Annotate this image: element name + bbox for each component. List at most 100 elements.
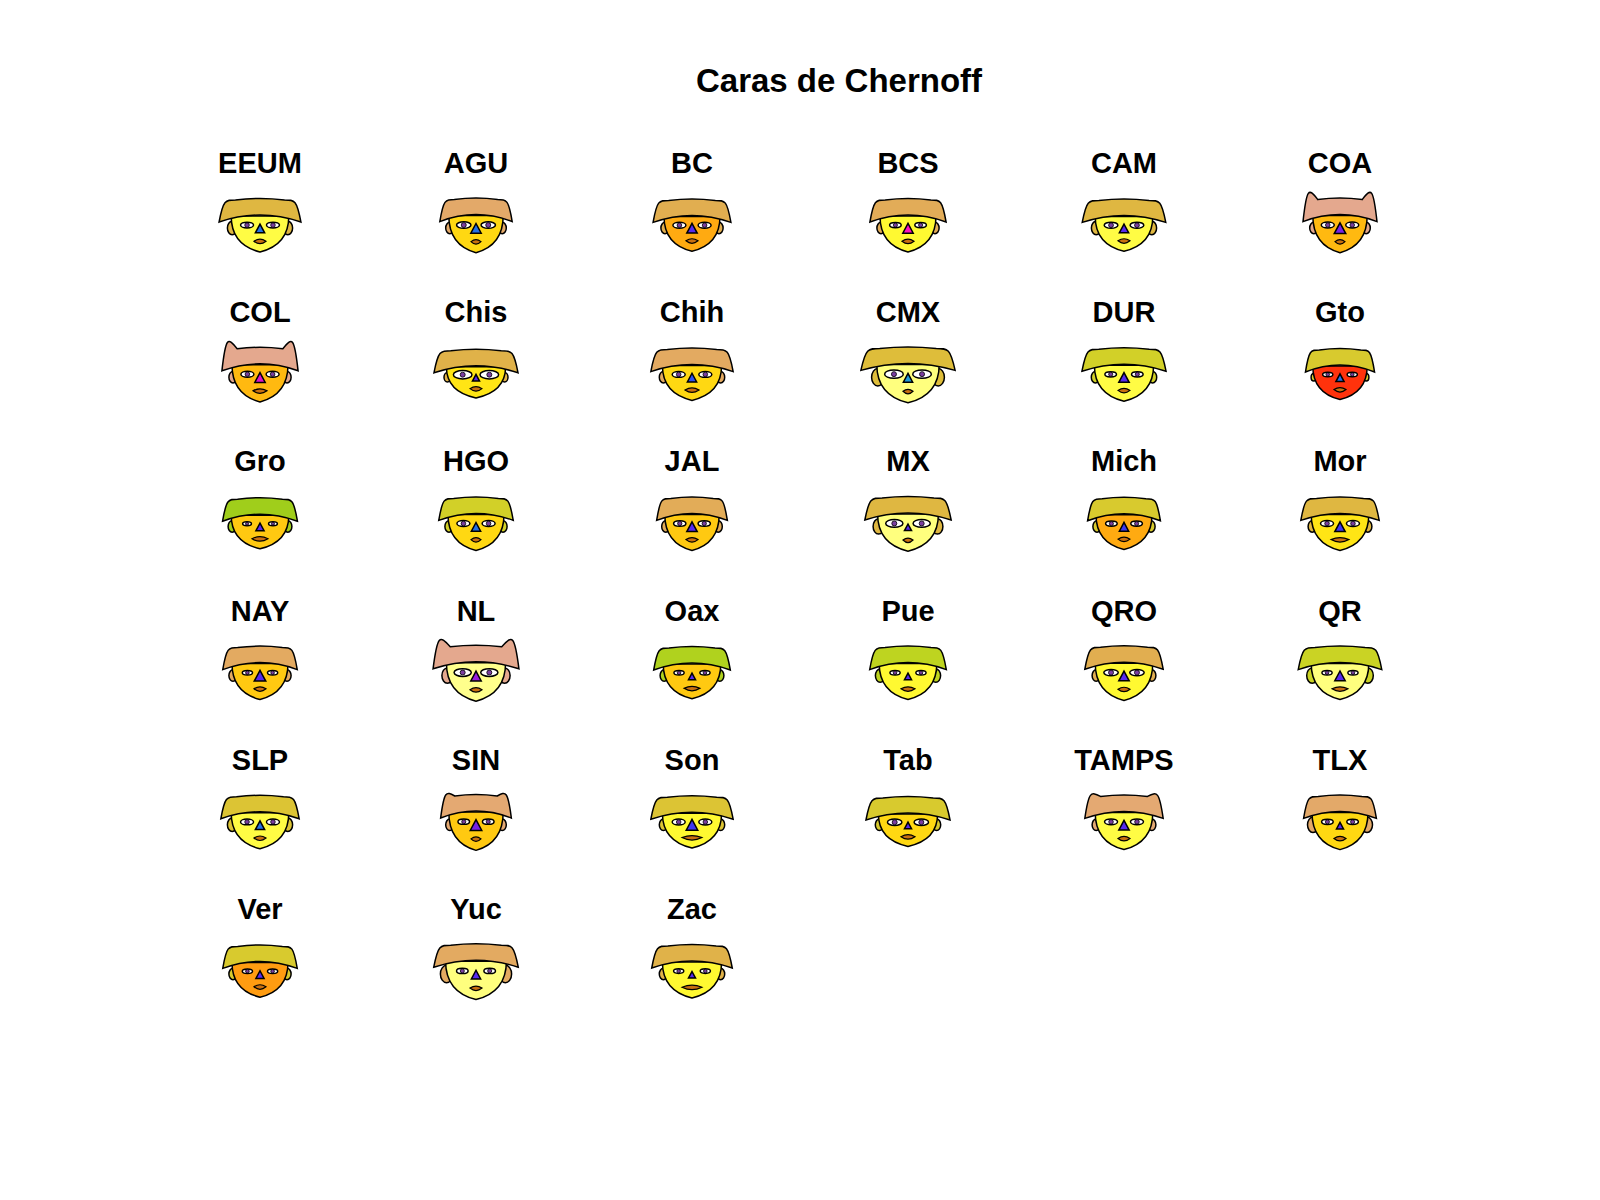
face: [1298, 646, 1382, 700]
hat: [221, 795, 299, 819]
hat: [870, 199, 946, 223]
pupil: [1326, 373, 1330, 377]
hat: [223, 646, 297, 670]
nose: [1335, 671, 1345, 681]
pupil: [920, 372, 925, 377]
hat: [433, 640, 519, 669]
nose: [904, 822, 911, 829]
nose: [1119, 671, 1129, 681]
mouth: [682, 985, 702, 990]
face-label: Tab: [883, 744, 932, 776]
face: [434, 944, 519, 1000]
face: [653, 199, 731, 251]
pupil: [1325, 223, 1330, 228]
face: [1303, 192, 1377, 252]
pupil: [891, 372, 896, 377]
pupil: [487, 372, 492, 377]
pupil: [892, 820, 897, 825]
face-outline: [1095, 663, 1153, 700]
eye: [269, 522, 278, 526]
mouth: [253, 389, 267, 394]
nose: [688, 673, 695, 680]
eye: [241, 819, 254, 825]
mouth: [1334, 836, 1346, 841]
pupil: [919, 223, 923, 227]
mouth: [252, 537, 268, 542]
eye: [1347, 372, 1357, 377]
mouth: [254, 687, 266, 692]
face-outline: [663, 664, 721, 699]
nose: [256, 523, 264, 531]
face: [223, 646, 297, 700]
nose: [254, 670, 266, 681]
nose: [904, 524, 911, 531]
mouth: [685, 388, 699, 393]
pupil: [919, 521, 924, 526]
pupil: [1350, 373, 1354, 377]
pupil: [270, 372, 275, 377]
pupil: [677, 671, 681, 675]
eye: [1348, 670, 1358, 675]
face: [651, 348, 733, 400]
hat: [1305, 349, 1374, 373]
eye: [672, 819, 685, 825]
mouth: [682, 836, 702, 841]
pupil: [892, 521, 897, 526]
face: [1085, 646, 1163, 701]
face: [651, 796, 733, 848]
face: [441, 793, 512, 850]
title: Caras de Chernoff: [696, 62, 983, 99]
eye: [1321, 222, 1334, 228]
eye: [674, 671, 684, 676]
eye: [1104, 669, 1118, 675]
face: [870, 199, 946, 253]
face-label: NAY: [231, 595, 290, 627]
eye: [890, 223, 902, 228]
nose: [1336, 374, 1344, 382]
face-outline: [1095, 216, 1153, 251]
pupil: [488, 969, 492, 973]
pupil: [487, 670, 492, 675]
pupil: [271, 522, 274, 525]
nose: [471, 970, 480, 979]
pupil: [1325, 671, 1329, 675]
face-label: BCS: [877, 147, 938, 179]
nose: [687, 373, 696, 382]
face-label: QR: [1318, 595, 1362, 627]
face-outline: [879, 664, 937, 700]
eye: [1132, 372, 1144, 377]
eye: [890, 670, 900, 675]
face: [1082, 348, 1166, 402]
face-label: Gro: [234, 445, 286, 477]
nose: [686, 819, 698, 830]
mouth: [903, 389, 913, 394]
pupil: [919, 820, 924, 825]
hat: [1303, 192, 1377, 221]
pupil: [893, 223, 897, 227]
nose: [255, 373, 265, 383]
eye: [1105, 819, 1118, 825]
pupil: [460, 969, 464, 973]
hat: [1082, 348, 1166, 372]
face-label: HGO: [443, 445, 509, 477]
eye: [268, 969, 278, 974]
pupil: [704, 969, 708, 973]
face-label: QRO: [1091, 595, 1157, 627]
pupil: [702, 223, 707, 228]
face: [657, 497, 728, 551]
face-outline: [232, 962, 288, 997]
face-label: Ver: [237, 893, 282, 925]
face-label: BC: [671, 147, 713, 179]
face: [654, 647, 731, 699]
pupil: [271, 671, 275, 675]
hat: [1085, 646, 1163, 670]
pupil: [676, 372, 681, 377]
eye: [700, 671, 710, 676]
face-label: CAM: [1091, 147, 1157, 179]
eye: [1130, 669, 1144, 675]
eye: [458, 819, 470, 824]
hat: [866, 797, 950, 821]
pupil: [1109, 372, 1113, 376]
hat: [1085, 794, 1163, 819]
pupil: [1325, 521, 1330, 526]
